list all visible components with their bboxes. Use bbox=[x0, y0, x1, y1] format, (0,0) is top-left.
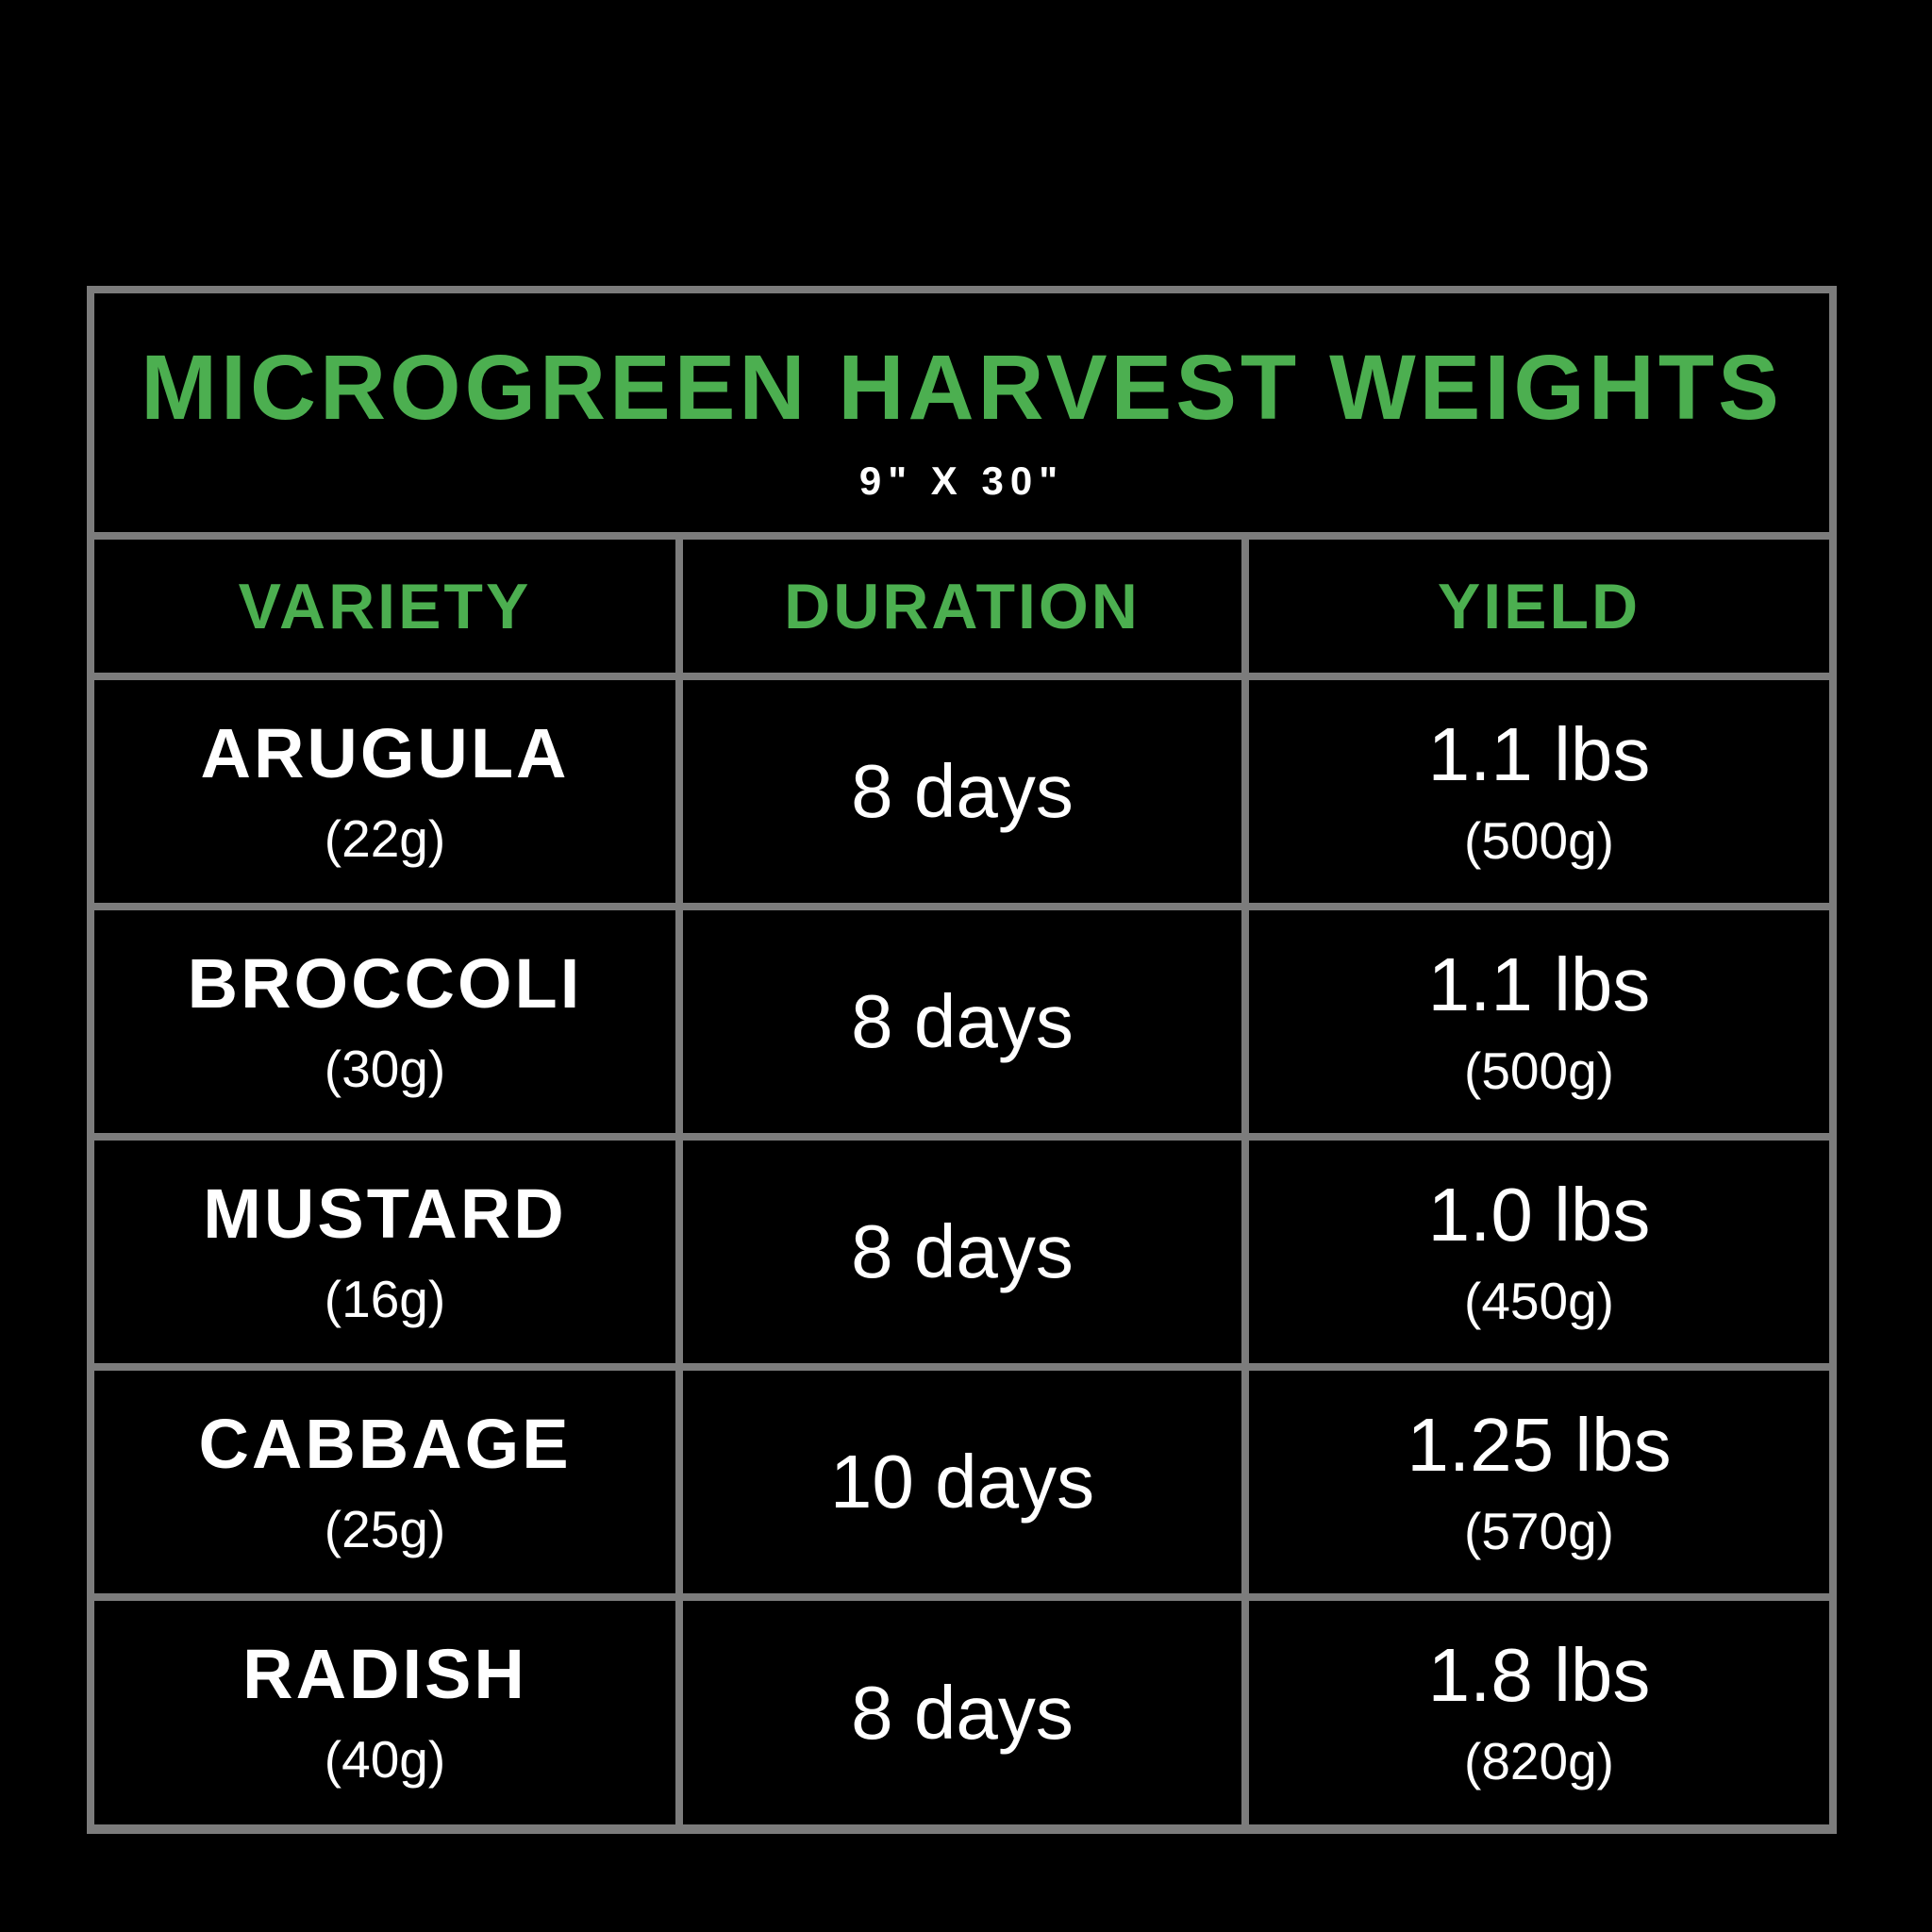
yield-grams: (450g) bbox=[1464, 1271, 1614, 1330]
table-row-variety-cabbage: CABBAGE (25g) bbox=[94, 1371, 675, 1593]
harvest-weights-table: MICROGREEN HARVEST WEIGHTS 9" X 30" VARI… bbox=[87, 286, 1837, 1834]
column-header-yield: YIELD bbox=[1249, 540, 1829, 673]
variety-name: BROCCOLI bbox=[187, 943, 583, 1023]
yield-grams: (500g) bbox=[1464, 1041, 1614, 1100]
table-title-block: MICROGREEN HARVEST WEIGHTS 9" X 30" bbox=[94, 293, 1829, 532]
seed-weight: (25g) bbox=[324, 1499, 446, 1558]
table-row-variety-arugula: ARUGULA (22g) bbox=[94, 680, 675, 903]
table-row-duration-mustard: 8 days bbox=[683, 1141, 1241, 1363]
duration-value: 10 days bbox=[829, 1440, 1095, 1524]
seed-weight: (16g) bbox=[324, 1269, 446, 1328]
page-title: MICROGREEN HARVEST WEIGHTS bbox=[141, 336, 1783, 439]
yield-lbs: 1.1 lbs bbox=[1427, 711, 1651, 796]
column-header-variety: VARIETY bbox=[94, 540, 675, 673]
yield-lbs: 1.1 lbs bbox=[1427, 941, 1651, 1026]
variety-name: ARUGULA bbox=[200, 713, 570, 792]
yield-grams: (820g) bbox=[1464, 1732, 1614, 1790]
table-row-variety-broccoli: BROCCOLI (30g) bbox=[94, 910, 675, 1133]
table-row-variety-mustard: MUSTARD (16g) bbox=[94, 1141, 675, 1363]
yield-lbs: 1.8 lbs bbox=[1427, 1633, 1651, 1717]
variety-name: RADISH bbox=[242, 1635, 527, 1713]
table-row-yield-mustard: 1.0 lbs (450g) bbox=[1249, 1141, 1829, 1363]
table-row-yield-arugula: 1.1 lbs (500g) bbox=[1249, 680, 1829, 903]
duration-value: 8 days bbox=[851, 749, 1074, 833]
table-row-yield-broccoli: 1.1 lbs (500g) bbox=[1249, 910, 1829, 1133]
seed-weight: (22g) bbox=[324, 808, 446, 868]
table-row-variety-radish: RADISH (40g) bbox=[94, 1601, 675, 1824]
duration-value: 8 days bbox=[851, 1209, 1074, 1293]
tray-size-subtitle: 9" X 30" bbox=[858, 458, 1065, 503]
seed-weight: (40g) bbox=[324, 1730, 446, 1789]
column-header-duration: DURATION bbox=[683, 540, 1241, 673]
seed-weight: (30g) bbox=[324, 1039, 446, 1098]
yield-lbs: 1.0 lbs bbox=[1427, 1172, 1651, 1257]
table-row-duration-cabbage: 10 days bbox=[683, 1371, 1241, 1593]
yield-grams: (570g) bbox=[1464, 1501, 1614, 1560]
variety-name: CABBAGE bbox=[198, 1404, 572, 1483]
table-row-duration-broccoli: 8 days bbox=[683, 910, 1241, 1133]
table-row-duration-radish: 8 days bbox=[683, 1601, 1241, 1824]
table-row-yield-radish: 1.8 lbs (820g) bbox=[1249, 1601, 1829, 1824]
duration-value: 8 days bbox=[851, 1670, 1074, 1755]
duration-value: 8 days bbox=[851, 979, 1074, 1063]
table-row-duration-arugula: 8 days bbox=[683, 680, 1241, 903]
yield-grams: (500g) bbox=[1464, 810, 1614, 870]
yield-lbs: 1.25 lbs bbox=[1407, 1402, 1672, 1487]
table-row-yield-cabbage: 1.25 lbs (570g) bbox=[1249, 1371, 1829, 1593]
variety-name: MUSTARD bbox=[203, 1174, 567, 1253]
